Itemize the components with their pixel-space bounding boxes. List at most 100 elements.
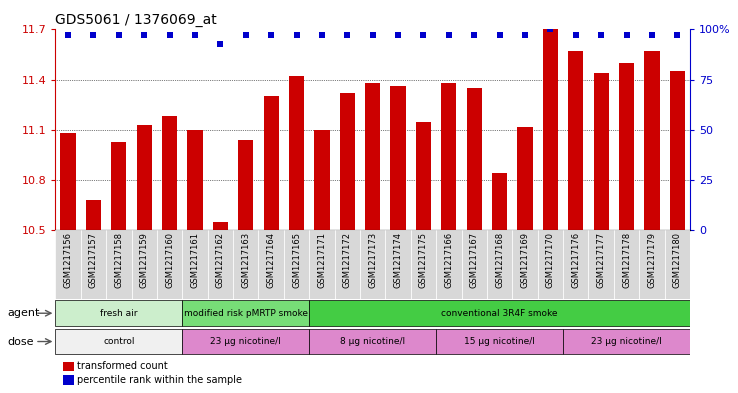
Bar bbox=[233, 230, 258, 299]
Bar bbox=[55, 329, 182, 354]
Text: agent: agent bbox=[7, 308, 40, 318]
Point bbox=[342, 32, 354, 39]
Bar bbox=[415, 121, 431, 230]
Point bbox=[265, 32, 277, 39]
Bar bbox=[360, 230, 385, 299]
Text: GSM1217169: GSM1217169 bbox=[520, 232, 529, 288]
Bar bbox=[538, 230, 563, 299]
Text: percentile rank within the sample: percentile rank within the sample bbox=[77, 375, 243, 385]
Point bbox=[88, 32, 100, 39]
Bar bbox=[436, 329, 563, 354]
Bar bbox=[492, 173, 507, 230]
Bar bbox=[309, 329, 436, 354]
Bar bbox=[436, 230, 461, 299]
Text: GSM1217175: GSM1217175 bbox=[419, 232, 428, 288]
Bar bbox=[639, 230, 665, 299]
Point bbox=[367, 32, 379, 39]
Point bbox=[291, 32, 303, 39]
Bar bbox=[512, 230, 538, 299]
Text: GSM1217180: GSM1217180 bbox=[673, 232, 682, 288]
Point bbox=[164, 32, 176, 39]
Text: GSM1217161: GSM1217161 bbox=[190, 232, 199, 288]
Text: GSM1217176: GSM1217176 bbox=[571, 232, 580, 288]
Text: GSM1217170: GSM1217170 bbox=[546, 232, 555, 288]
Bar bbox=[182, 301, 309, 326]
Bar bbox=[461, 230, 487, 299]
Text: conventional 3R4F smoke: conventional 3R4F smoke bbox=[441, 309, 558, 318]
Bar bbox=[55, 301, 182, 326]
Point bbox=[469, 32, 480, 39]
Bar bbox=[314, 130, 330, 230]
Bar bbox=[334, 230, 360, 299]
Bar bbox=[187, 130, 203, 230]
Text: GSM1217157: GSM1217157 bbox=[89, 232, 98, 288]
Text: GSM1217162: GSM1217162 bbox=[216, 232, 225, 288]
Bar bbox=[131, 230, 157, 299]
Text: GSM1217164: GSM1217164 bbox=[266, 232, 275, 288]
Text: GSM1217177: GSM1217177 bbox=[597, 232, 606, 288]
Bar bbox=[669, 71, 685, 230]
Bar bbox=[466, 88, 482, 230]
Bar bbox=[258, 230, 284, 299]
Text: GSM1217156: GSM1217156 bbox=[63, 232, 72, 288]
Point bbox=[62, 32, 74, 39]
Bar bbox=[182, 329, 309, 354]
Bar bbox=[542, 29, 558, 230]
Point bbox=[672, 32, 683, 39]
Text: 23 μg nicotine/l: 23 μg nicotine/l bbox=[210, 337, 281, 346]
Point bbox=[570, 32, 582, 39]
Bar bbox=[182, 230, 207, 299]
Bar bbox=[263, 96, 279, 230]
Bar bbox=[137, 125, 152, 230]
Text: GSM1217168: GSM1217168 bbox=[495, 232, 504, 288]
Bar bbox=[111, 141, 126, 230]
Point bbox=[443, 32, 455, 39]
Text: 23 μg nicotine/l: 23 μg nicotine/l bbox=[591, 337, 662, 346]
Text: GSM1217158: GSM1217158 bbox=[114, 232, 123, 288]
Bar bbox=[593, 73, 609, 230]
Text: GSM1217174: GSM1217174 bbox=[393, 232, 402, 288]
Bar bbox=[390, 86, 406, 230]
Point bbox=[646, 32, 658, 39]
Text: dose: dose bbox=[7, 336, 34, 347]
Text: GSM1217171: GSM1217171 bbox=[317, 232, 326, 288]
Bar bbox=[309, 301, 690, 326]
Text: GSM1217159: GSM1217159 bbox=[139, 232, 148, 288]
Bar bbox=[80, 230, 106, 299]
Bar bbox=[207, 230, 233, 299]
Text: GSM1217163: GSM1217163 bbox=[241, 232, 250, 288]
Point bbox=[392, 32, 404, 39]
Bar bbox=[487, 230, 512, 299]
Text: GSM1217160: GSM1217160 bbox=[165, 232, 174, 288]
Point bbox=[113, 32, 125, 39]
Text: control: control bbox=[103, 337, 134, 346]
Bar bbox=[411, 230, 436, 299]
Bar bbox=[86, 200, 101, 230]
Text: modified risk pMRTP smoke: modified risk pMRTP smoke bbox=[184, 309, 308, 318]
Bar bbox=[213, 222, 228, 230]
Point bbox=[545, 26, 556, 33]
Bar bbox=[61, 133, 76, 230]
Bar bbox=[441, 83, 457, 230]
Text: GSM1217167: GSM1217167 bbox=[470, 232, 479, 288]
Bar bbox=[284, 230, 309, 299]
Bar bbox=[614, 230, 639, 299]
Point bbox=[418, 32, 430, 39]
Bar bbox=[55, 230, 80, 299]
Bar bbox=[563, 329, 690, 354]
Bar bbox=[157, 230, 182, 299]
Bar bbox=[517, 127, 533, 230]
Text: GDS5061 / 1376069_at: GDS5061 / 1376069_at bbox=[55, 13, 217, 27]
Text: GSM1217165: GSM1217165 bbox=[292, 232, 301, 288]
Text: transformed count: transformed count bbox=[77, 361, 168, 371]
Text: 8 μg nicotine/l: 8 μg nicotine/l bbox=[340, 337, 405, 346]
Bar bbox=[106, 230, 131, 299]
Text: GSM1217166: GSM1217166 bbox=[444, 232, 453, 288]
Point bbox=[240, 32, 252, 39]
Bar bbox=[309, 230, 334, 299]
Text: 15 μg nicotine/l: 15 μg nicotine/l bbox=[464, 337, 535, 346]
Bar bbox=[563, 230, 588, 299]
Point bbox=[621, 32, 632, 39]
Bar bbox=[162, 116, 177, 230]
Bar bbox=[665, 230, 690, 299]
